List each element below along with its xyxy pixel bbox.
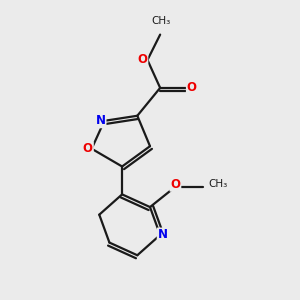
Text: O: O	[187, 81, 197, 94]
Text: CH₃: CH₃	[209, 179, 228, 189]
Text: O: O	[170, 178, 180, 191]
Text: N: N	[95, 114, 106, 127]
Text: O: O	[137, 53, 147, 67]
Text: N: N	[158, 229, 168, 242]
Text: CH₃: CH₃	[152, 16, 171, 26]
Text: O: O	[83, 142, 93, 155]
